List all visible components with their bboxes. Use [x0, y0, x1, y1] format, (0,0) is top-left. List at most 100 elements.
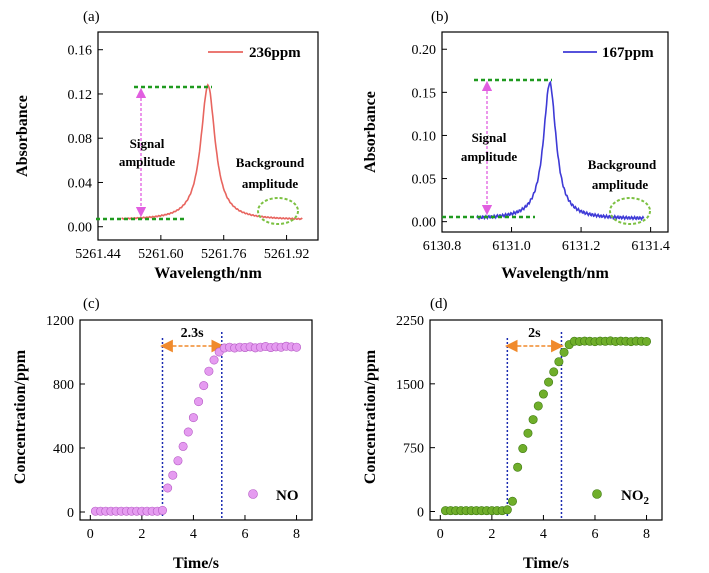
- ytick-label: 1200: [46, 314, 74, 329]
- xtick-label: 0: [87, 527, 94, 542]
- panel-a-signal-label-2: amplitude: [119, 154, 176, 169]
- xtick-label: 6131.2: [562, 239, 601, 254]
- panel-c-legend-label: NO: [276, 488, 299, 504]
- panel-b-series-line: [476, 80, 645, 222]
- panel-b-background-label-1: Background: [588, 157, 657, 172]
- data-point: [292, 342, 302, 352]
- panel-a-background-label-2: amplitude: [242, 176, 299, 191]
- ytick-label: 0.10: [412, 129, 437, 144]
- ytick-label: 0.20: [412, 43, 437, 58]
- panel-b-background-label-2: amplitude: [592, 177, 649, 192]
- panel-a-signal-label-1: Signal: [130, 136, 165, 151]
- panel-c-points: [90, 341, 302, 516]
- panel-c-xlabel: Time/s: [173, 555, 219, 572]
- xtick-label: 2: [488, 527, 495, 542]
- data-point: [183, 427, 193, 437]
- xtick-label: 8: [293, 527, 300, 542]
- data-point: [502, 505, 512, 515]
- data-point: [188, 413, 198, 423]
- panel-b: (b) 0.000.050.100.150.20 6130.8 6131.0 613…: [362, 9, 670, 282]
- panel-d-frame: [429, 319, 663, 521]
- data-point: [523, 428, 533, 438]
- panel-a: (a) 0.00 0.04 0.08 0.12 0.16 5261.44 5261.60 5…: [14, 9, 319, 282]
- panel-d-legend-label: NO2: [621, 488, 650, 507]
- xtick-label: 5261.60: [138, 247, 184, 262]
- ytick-label: 1500: [396, 378, 424, 393]
- xtick-label: 5261.92: [264, 247, 310, 262]
- data-point: [204, 366, 214, 376]
- panel-c-legend-marker: [248, 489, 258, 499]
- xtick-label: 6131.0: [492, 239, 531, 254]
- xtick-label: 8: [643, 527, 650, 542]
- panel-b-signal-label-1: Signal: [472, 130, 507, 145]
- xtick-label: 4: [540, 527, 547, 542]
- data-point: [528, 415, 538, 425]
- data-point: [163, 483, 173, 493]
- panel-b-xticks: 6130.8 6131.0 6131.2 6131.4: [423, 227, 670, 254]
- panel-d-yticks: 0 750 1500 2250: [396, 314, 435, 520]
- xtick-label: 2: [138, 527, 145, 542]
- xtick-label: 6130.8: [423, 239, 462, 254]
- ytick-label: 0.16: [68, 44, 93, 59]
- panel-a-background-circle: [257, 197, 299, 225]
- data-point: [178, 441, 188, 451]
- panel-b-background-circle: [609, 197, 651, 225]
- ytick-label: 0.00: [412, 216, 437, 231]
- data-point: [533, 401, 543, 411]
- panel-c-response-time: 2.3s: [181, 326, 205, 341]
- panel-c-ylabel: Concentration/ppm: [12, 349, 29, 484]
- panel-c-frame: [79, 319, 313, 521]
- panel-b-label: (b): [431, 9, 449, 25]
- data-point: [157, 505, 167, 515]
- data-point: [518, 444, 528, 454]
- ytick-label: 0.08: [68, 132, 93, 147]
- xtick-label: 5261.44: [75, 247, 121, 262]
- ytick-label: 0.15: [412, 86, 437, 101]
- ytick-label: 0.12: [68, 88, 93, 103]
- panel-d-label: (d): [430, 296, 448, 312]
- panel-a-label: (a): [83, 9, 100, 25]
- data-point: [507, 496, 517, 506]
- panel-d-legend-label-sub: 2: [644, 495, 650, 507]
- panel-b-legend-label: 167ppm: [602, 45, 654, 61]
- data-point: [199, 381, 209, 391]
- data-point: [209, 355, 219, 365]
- data-point: [549, 367, 559, 377]
- data-point: [544, 377, 554, 387]
- panel-c-yticks: 0 400 800 1200: [46, 314, 85, 521]
- panel-d-xlabel: Time/s: [523, 555, 569, 572]
- panel-b-frame: [441, 31, 669, 233]
- panel-d-points: [440, 336, 652, 516]
- panel-a-background-label-1: Background: [236, 155, 305, 170]
- xtick-label: 4: [190, 527, 197, 542]
- data-point: [513, 462, 523, 472]
- panel-a-xlabel: Wavelength/nm: [154, 265, 262, 282]
- panel-c: (c) 0 400 800 1200 0 2 4 6 8 2.3s NO Time/s Con…: [12, 296, 313, 572]
- ytick-label: 0: [67, 506, 74, 521]
- panel-c-label: (c): [83, 296, 100, 312]
- ytick-label: 0.00: [68, 221, 93, 236]
- panel-a-ylabel: Absorbance: [14, 95, 31, 177]
- ytick-label: 0: [417, 505, 424, 520]
- xtick-label: 0: [437, 527, 444, 542]
- panel-b-xlabel: Wavelength/nm: [501, 265, 609, 282]
- panel-c-xticks: 0 2 4 6 8: [87, 515, 300, 542]
- panel-b-ylabel: Absorbance: [362, 91, 379, 173]
- panel-b-yticks: 0.00 0.05 0.10 0.15 0.20: [412, 43, 447, 231]
- panel-b-signal-label-2: amplitude: [461, 149, 518, 164]
- panel-a-yticks: 0.00 0.04 0.08 0.12 0.16: [68, 44, 103, 236]
- data-point: [642, 336, 652, 346]
- ytick-label: 0.04: [68, 176, 93, 191]
- panel-d-xticks: 0 2 4 6 8: [437, 515, 650, 542]
- data-point: [194, 397, 204, 407]
- panel-a-frame: [97, 31, 319, 241]
- xtick-label: 6: [591, 527, 598, 542]
- panel-d-ylabel: Concentration/ppm: [362, 349, 379, 484]
- panel-a-legend-label: 236ppm: [249, 45, 301, 61]
- data-point: [173, 456, 183, 466]
- xtick-label: 6131.4: [631, 239, 670, 254]
- xtick-label: 5261.76: [201, 247, 247, 262]
- ytick-label: 2250: [396, 314, 424, 329]
